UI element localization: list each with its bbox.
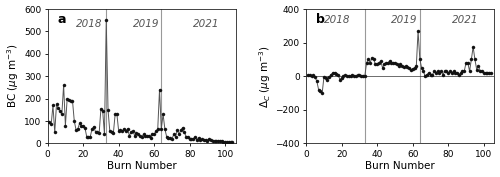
X-axis label: Burn Number: Burn Number <box>107 161 176 172</box>
Text: b: b <box>316 13 324 26</box>
Text: 2019: 2019 <box>133 19 160 29</box>
Text: 2021: 2021 <box>194 19 220 29</box>
X-axis label: Burn Number: Burn Number <box>366 161 435 172</box>
Text: 2018: 2018 <box>324 15 350 25</box>
Y-axis label: BC ($\mu$g m$^{-3}$): BC ($\mu$g m$^{-3}$) <box>6 44 22 109</box>
Text: 2018: 2018 <box>76 19 102 29</box>
Text: a: a <box>57 13 66 26</box>
Text: 2021: 2021 <box>452 15 478 25</box>
Y-axis label: $\Delta_C$ ($\mu$g m$^{-3}$): $\Delta_C$ ($\mu$g m$^{-3}$) <box>256 45 272 108</box>
Text: 2019: 2019 <box>392 15 418 25</box>
